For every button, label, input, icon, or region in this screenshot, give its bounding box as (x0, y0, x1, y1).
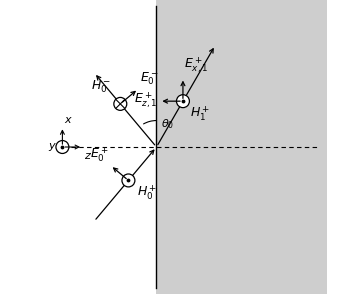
Text: $H_0^+$: $H_0^+$ (137, 183, 158, 202)
Circle shape (176, 95, 189, 108)
Text: $H_1^+$: $H_1^+$ (190, 104, 211, 123)
Circle shape (122, 174, 135, 187)
Text: y: y (49, 141, 55, 151)
Circle shape (56, 141, 69, 153)
Text: $E_{z,1}^+$: $E_{z,1}^+$ (134, 91, 158, 111)
Text: $H_0^-$: $H_0^-$ (91, 78, 112, 95)
Bar (157, 0, 327, 294)
Circle shape (114, 97, 127, 110)
Text: $E_0^-$: $E_0^-$ (140, 71, 159, 87)
Text: z: z (85, 151, 90, 161)
Text: $E_{x,1}^+$: $E_{x,1}^+$ (184, 56, 209, 76)
Text: $\theta_0$: $\theta_0$ (161, 117, 174, 131)
Text: $E_0^+$: $E_0^+$ (90, 145, 109, 164)
Text: x: x (65, 115, 71, 125)
